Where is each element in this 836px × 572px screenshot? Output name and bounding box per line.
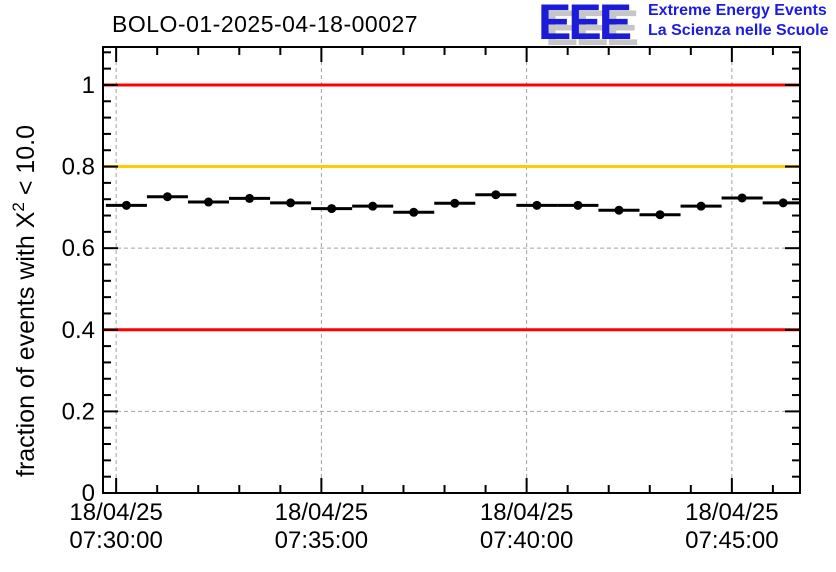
reference-lines — [103, 83, 800, 332]
data-point — [121, 200, 131, 210]
data-point — [368, 201, 378, 211]
data-point — [327, 204, 337, 214]
x-tick-label-date: 18/04/25 — [69, 499, 162, 526]
data-point — [655, 210, 665, 220]
eee-logo-mark: EEE — [538, 0, 632, 50]
x-tick-label-date: 18/04/25 — [480, 499, 573, 526]
x-tick-label-date: 18/04/25 — [685, 499, 778, 526]
x-tick-label-date: 18/04/25 — [275, 499, 368, 526]
axis-tick-labels: 00.20.40.60.8118/04/2507:30:0018/04/2507… — [62, 72, 779, 554]
data-point — [778, 198, 788, 208]
y-axis-label: fraction of events with X2 < 10.0 — [9, 125, 40, 477]
data-point — [450, 198, 460, 208]
data-point — [614, 205, 624, 215]
data-point — [162, 192, 172, 202]
x-tick-label-time: 07:45:00 — [685, 527, 778, 554]
y-tick-label: 0.6 — [62, 235, 95, 262]
data-point — [491, 190, 501, 200]
y-tick-label: 0.8 — [62, 154, 95, 181]
data-series — [105, 190, 799, 220]
data-point — [245, 193, 255, 203]
data-point — [737, 193, 747, 203]
data-point — [409, 207, 419, 217]
data-point — [696, 201, 706, 211]
y-tick-label: 0.4 — [62, 317, 95, 344]
axis-ticks — [103, 47, 800, 494]
y-tick-label: 0.2 — [62, 398, 95, 425]
data-point — [286, 198, 296, 208]
eee-logo-line2: La Scienza nelle Scuole — [648, 22, 829, 39]
data-point — [203, 197, 213, 207]
eee-logo-text: Extreme Energy Events La Scienza nelle S… — [648, 1, 836, 41]
gridlines — [103, 47, 800, 493]
data-point — [573, 200, 583, 210]
plot-title: BOLO-01-2025-04-18-00027 — [112, 11, 419, 37]
y-tick-label: 0 — [82, 480, 95, 507]
x-tick-label-time: 07:40:00 — [480, 527, 573, 554]
plot-frame — [102, 46, 801, 494]
x-tick-label-time: 07:30:00 — [69, 527, 162, 554]
x-tick-label-time: 07:35:00 — [275, 527, 368, 554]
data-point — [532, 200, 542, 210]
y-tick-label: 1 — [82, 72, 95, 99]
eee-logo-line1: Extreme Energy Events — [648, 2, 827, 19]
